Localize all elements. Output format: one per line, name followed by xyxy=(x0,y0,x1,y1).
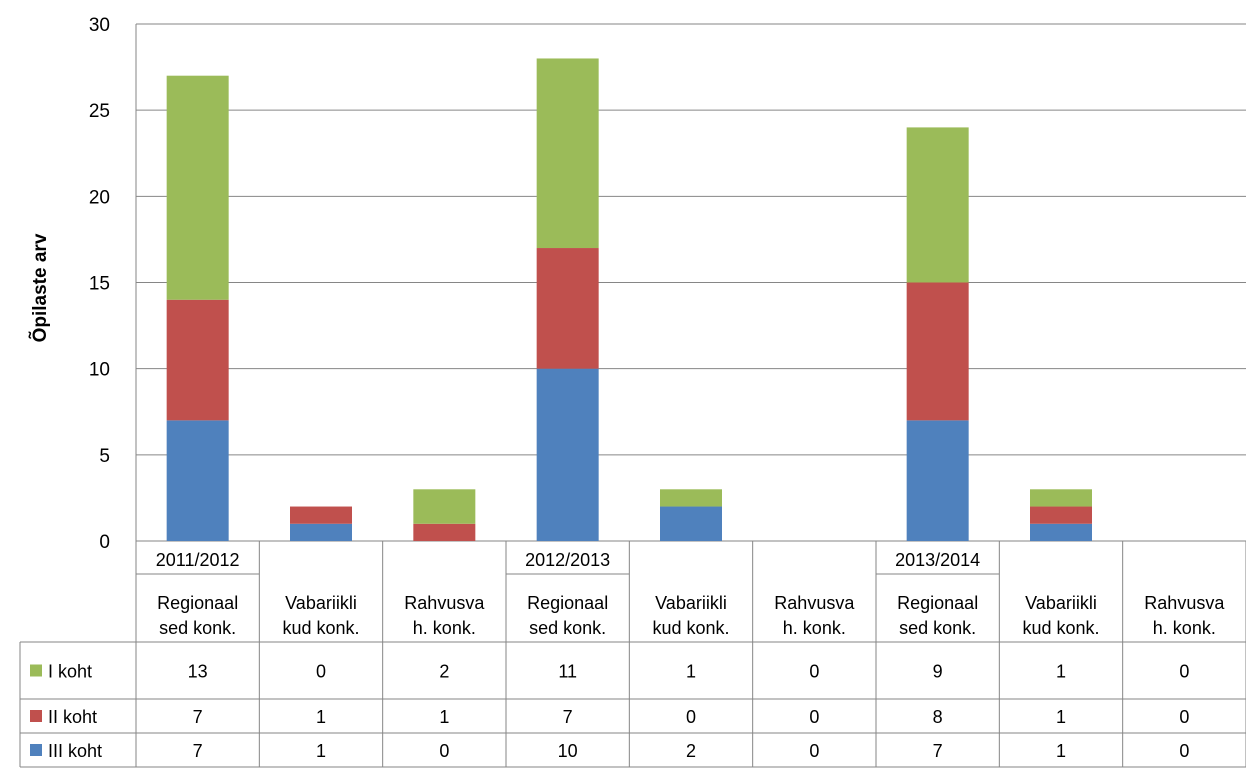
legend-swatch xyxy=(30,664,42,677)
bar-segment xyxy=(166,299,229,421)
data-label: 0 xyxy=(1179,662,1189,682)
category-label: Regionaal xyxy=(157,593,238,613)
group-label: 2013/2014 xyxy=(895,550,980,570)
legend-swatch xyxy=(30,710,42,722)
y-tick-label: 20 xyxy=(89,187,110,208)
data-label: 11 xyxy=(558,662,577,682)
y-tick-label: 15 xyxy=(89,274,110,295)
category-label: Vabariikli xyxy=(655,593,727,613)
data-label: 8 xyxy=(933,707,943,727)
legend-label: I koht xyxy=(48,662,92,682)
y-axis-label: Õpilaste arv xyxy=(29,233,51,342)
bar-segment xyxy=(536,368,599,541)
category-label: sed konk. xyxy=(899,618,976,638)
category-label: Rahvusva xyxy=(404,593,485,613)
category-label: Vabariikli xyxy=(285,593,357,613)
bar-segment xyxy=(413,523,476,541)
data-label: 1 xyxy=(316,707,326,727)
bar-segment xyxy=(166,75,229,300)
bar-segment xyxy=(166,420,229,541)
data-label: 1 xyxy=(1056,662,1066,682)
data-table: 2011/2012 Regionaal sed konk. Vabariikli kud… xyxy=(19,541,1246,768)
legend-label: II koht xyxy=(48,707,97,727)
bar-segment xyxy=(1030,506,1092,524)
bar-segment xyxy=(290,523,352,541)
y-tick-label: 30 xyxy=(89,15,110,36)
category-label: h. konk. xyxy=(783,618,846,638)
category-label: Vabariikli xyxy=(1025,593,1097,613)
category-label: kud konk. xyxy=(1022,618,1099,638)
data-label: 0 xyxy=(1179,741,1189,761)
data-label: 1 xyxy=(1056,707,1066,727)
data-label: 13 xyxy=(188,662,208,682)
data-label: 7 xyxy=(563,707,573,727)
category-label: Rahvusva xyxy=(774,593,855,613)
legend-swatch xyxy=(30,744,42,756)
bar-segment xyxy=(413,489,476,524)
data-label: 1 xyxy=(686,662,696,682)
category-label: kud konk. xyxy=(652,618,729,638)
y-axis-ticks: 0 5 10 15 20 25 30 xyxy=(89,15,110,553)
data-label: 0 xyxy=(1179,707,1189,727)
group-label: 2012/2013 xyxy=(525,550,610,570)
data-label: 9 xyxy=(933,662,943,682)
bar-segment xyxy=(906,420,969,541)
data-label: 2 xyxy=(686,741,696,761)
bar-segment xyxy=(660,506,722,541)
data-label: 7 xyxy=(193,741,203,761)
bar-segment xyxy=(906,282,969,421)
bar-segment xyxy=(536,248,599,369)
y-tick-label: 0 xyxy=(99,532,110,553)
gridlines xyxy=(135,23,1246,542)
group-label: 2011/2012 xyxy=(156,550,240,570)
category-label: sed konk. xyxy=(159,618,236,638)
data-label: 0 xyxy=(686,707,696,727)
bar-segment xyxy=(1030,489,1092,507)
y-tick-label: 10 xyxy=(89,360,110,381)
data-label: 1 xyxy=(316,741,326,761)
data-label: 2 xyxy=(439,662,449,682)
bar-segment xyxy=(660,489,722,507)
bar-segment xyxy=(290,506,352,524)
data-label: 1 xyxy=(1056,741,1066,761)
data-label: 0 xyxy=(439,741,449,761)
y-tick-label: 5 xyxy=(99,446,110,467)
bar-segment xyxy=(906,127,969,283)
data-label: 0 xyxy=(809,707,819,727)
category-label: Rahvusva xyxy=(1144,593,1225,613)
data-label: 10 xyxy=(558,741,578,761)
data-label: 7 xyxy=(933,741,943,761)
category-label: h. konk. xyxy=(1153,618,1216,638)
category-label: Regionaal xyxy=(897,593,978,613)
data-label: 7 xyxy=(193,707,203,727)
category-label: h. konk. xyxy=(413,618,476,638)
data-label: 0 xyxy=(809,662,819,682)
category-label: kud konk. xyxy=(282,618,359,638)
data-label: 0 xyxy=(316,662,326,682)
category-label: sed konk. xyxy=(529,618,606,638)
data-label: 1 xyxy=(439,707,449,727)
bars xyxy=(166,58,1092,541)
category-label: Regionaal xyxy=(527,593,608,613)
bar-segment xyxy=(1030,523,1092,541)
y-tick-label: 25 xyxy=(89,101,110,122)
legend-label: III koht xyxy=(48,741,102,761)
bar-segment xyxy=(536,58,599,249)
data-label: 0 xyxy=(809,741,819,761)
